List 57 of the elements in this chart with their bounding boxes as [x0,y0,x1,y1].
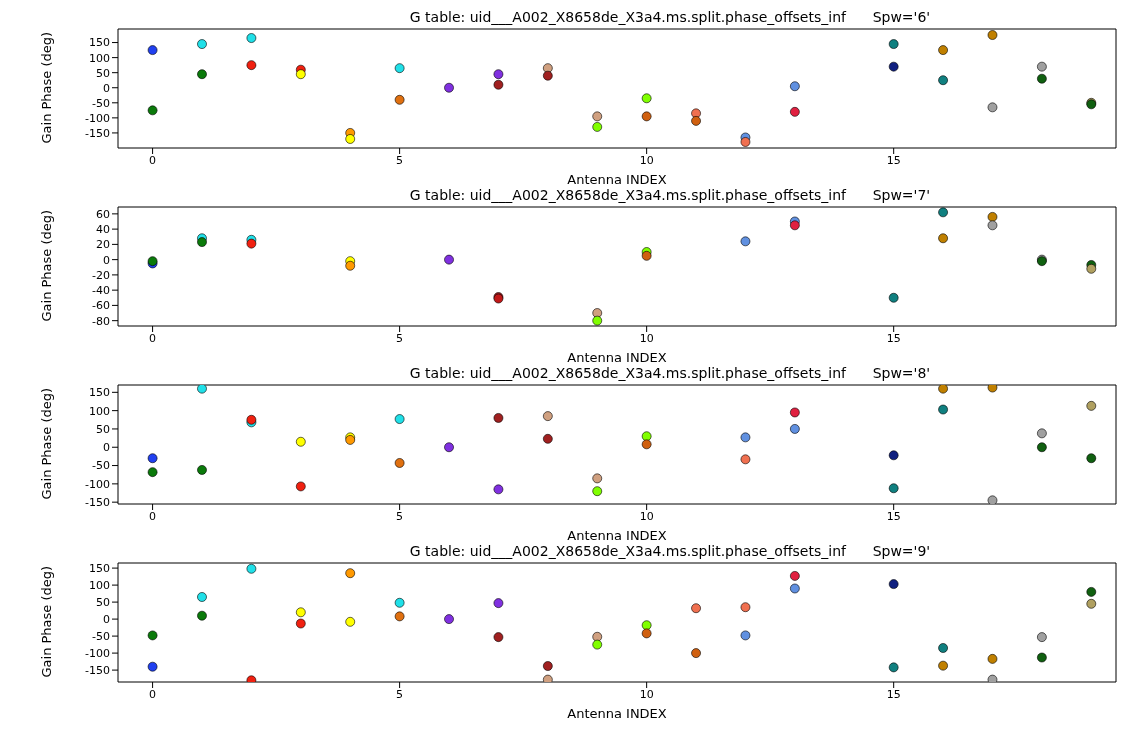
chart-title: G table: uid___A002_X8658de_X3a4.ms.split.phase_offsets_inf Spw='6' [408,8,932,26]
y-tick-label: -150 [85,126,110,140]
x-tick-label: 10 [639,687,654,701]
chart-title: G table: uid___A002_X8658de_X3a4.ms.split.phase_offsets_inf Spw='9' [408,542,932,560]
x-tick-label: 0 [149,153,157,167]
y-tick-label: 60 [96,207,110,221]
x-tick-label: 0 [149,687,157,701]
y-axis-title: Gain Phase (deg) [38,209,54,322]
y-tick-label: -100 [85,111,110,125]
y-tick-label: -150 [85,496,110,510]
x-tick-label: 5 [396,687,404,701]
x-tick-label: 5 [396,153,404,167]
y-tick-label: 0 [103,81,110,95]
y-tick-label: -50 [92,96,110,110]
y-tick-label: -60 [92,299,110,313]
x-tick-label: 10 [639,331,654,345]
x-tick-label: 10 [639,153,654,167]
x-tick-label: 5 [396,509,404,523]
x-tick-label: 15 [886,153,901,167]
y-axis-title: Gain Phase (deg) [38,387,54,500]
x-axis-title: Antenna INDEX [567,528,667,543]
y-tick-label: -50 [92,630,110,644]
y-tick-label: -100 [85,647,110,661]
y-tick-label: -50 [92,459,110,473]
y-tick-label: -150 [85,664,110,678]
y-tick-label: 0 [103,613,110,627]
x-tick-label: 15 [886,509,901,523]
x-axis-title: Antenna INDEX [567,706,667,721]
x-tick-label: 15 [886,331,901,345]
y-tick-label: 50 [96,66,110,80]
x-tick-label: 10 [639,509,654,523]
y-tick-label: -40 [92,284,110,298]
y-tick-label: 150 [89,562,110,576]
x-axis-title: Antenna INDEX [567,350,667,365]
y-tick-label: 40 [96,223,110,237]
y-tick-label: 150 [89,36,110,50]
y-tick-label: -100 [85,477,110,491]
x-tick-label: 5 [396,331,404,345]
x-axis-title: Antenna INDEX [567,172,667,187]
y-tick-label: 100 [89,51,110,65]
y-tick-label: 150 [89,386,110,400]
y-tick-label: 100 [89,404,110,418]
x-tick-label: 0 [149,509,157,523]
chart-title: G table: uid___A002_X8658de_X3a4.ms.split.phase_offsets_inf Spw='7' [408,186,932,204]
y-tick-label: 100 [89,579,110,593]
y-tick-label: -80 [92,314,110,328]
y-tick-label: 0 [103,441,110,455]
y-tick-label: 50 [96,596,110,610]
y-tick-label: 50 [96,422,110,436]
chart-title: G table: uid___A002_X8658de_X3a4.ms.split.phase_offsets_inf Spw='8' [408,364,932,382]
y-tick-label: 0 [103,253,110,267]
y-tick-label: 20 [96,238,110,252]
y-tick-label: -20 [92,268,110,282]
x-tick-label: 15 [886,687,901,701]
y-axis-title: Gain Phase (deg) [38,31,54,144]
x-tick-label: 0 [149,331,157,345]
y-axis-title: Gain Phase (deg) [38,565,54,678]
